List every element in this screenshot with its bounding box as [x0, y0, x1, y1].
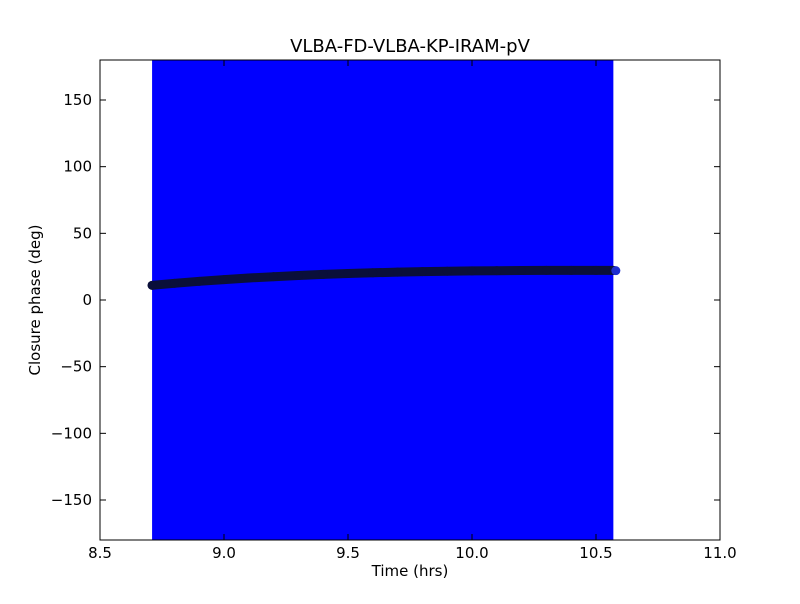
data-point — [194, 276, 204, 286]
data-point — [147, 280, 157, 290]
x-tick-label: 10.5 — [579, 544, 612, 562]
error-band — [152, 60, 614, 540]
y-tick-label: −100 — [51, 424, 92, 442]
y-tick-label: 150 — [63, 91, 92, 109]
data-point — [417, 267, 427, 277]
y-axis-label: Closure phase (deg) — [26, 225, 44, 376]
y-tick-label: 0 — [82, 291, 92, 309]
error-band-layer — [152, 60, 614, 540]
data-point — [318, 269, 328, 279]
y-tick-label: −150 — [51, 491, 92, 509]
series-layer — [147, 265, 621, 290]
y-tick-label: −50 — [60, 358, 92, 376]
data-point — [566, 265, 576, 275]
x-tick-label: 10.0 — [455, 544, 488, 562]
y-axis-ticks: 150 100 50 0 −50 −100 −150 — [51, 91, 720, 509]
data-point — [169, 278, 179, 288]
x-axis-label: Time (hrs) — [371, 562, 449, 580]
data-point — [467, 266, 477, 276]
data-point — [293, 270, 303, 280]
x-tick-label: 11.0 — [703, 544, 736, 562]
data-point — [393, 267, 403, 277]
y-tick-label: 100 — [63, 158, 92, 176]
chart-title: VLBA-FD-VLBA-KP-IRAM-pV — [290, 36, 530, 57]
data-point — [219, 275, 229, 285]
data-point — [269, 272, 279, 282]
x-tick-label: 8.5 — [88, 544, 112, 562]
data-point — [368, 268, 378, 278]
data-point — [343, 268, 353, 278]
data-point — [591, 265, 601, 275]
data-point — [244, 273, 254, 283]
data-point — [541, 265, 551, 275]
x-tick-label: 9.0 — [212, 544, 236, 562]
y-tick-label: 50 — [73, 224, 92, 242]
x-axis-ticks: 8.5 9.0 9.5 10.0 10.5 11.0 — [88, 60, 737, 562]
data-point — [517, 266, 527, 276]
x-tick-label: 9.5 — [336, 544, 360, 562]
data-point — [442, 266, 452, 276]
end-data-point — [611, 266, 621, 276]
data-point — [492, 266, 502, 276]
